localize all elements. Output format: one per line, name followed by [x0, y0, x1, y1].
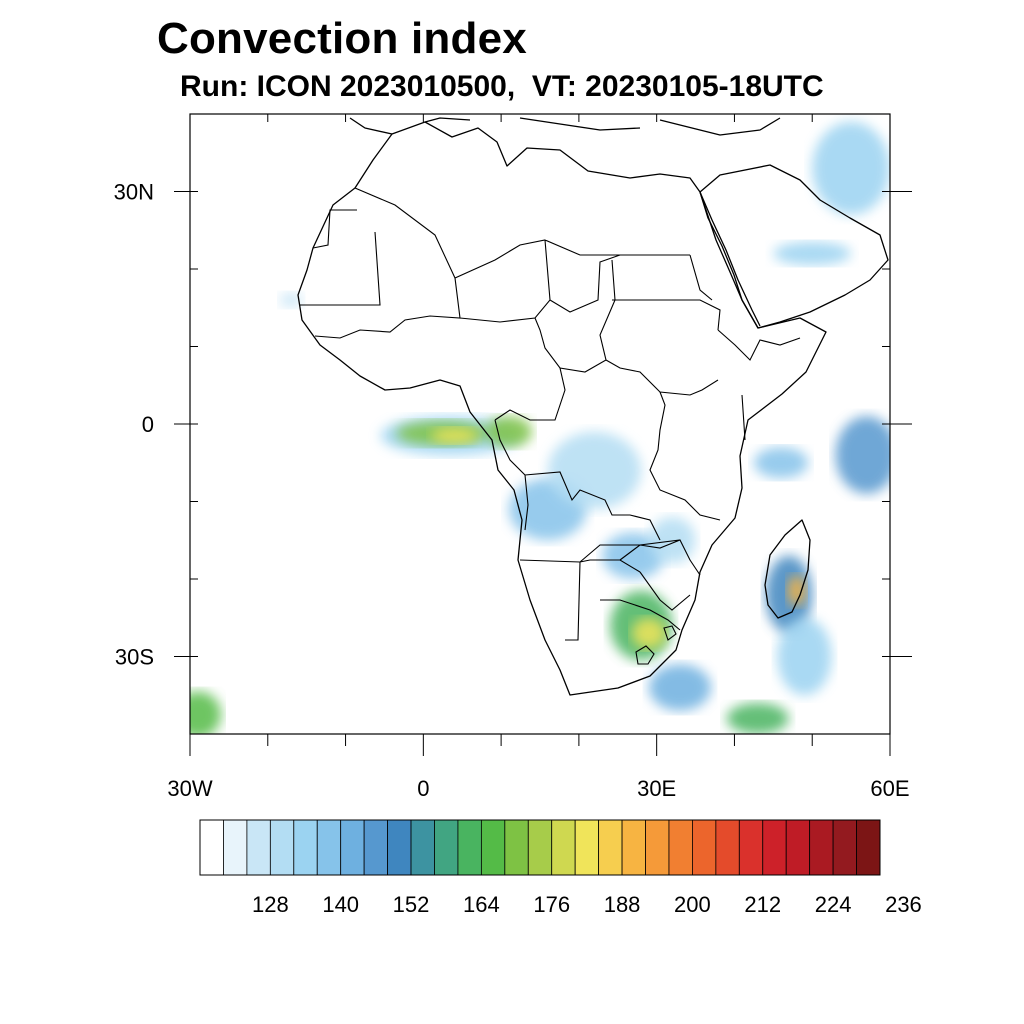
red-sea-shore — [699, 191, 761, 327]
colorbar-swatch — [199, 819, 224, 876]
convection-patch-east-madagascar — [777, 617, 832, 696]
map-background — [190, 114, 890, 734]
colorbar-swatch — [340, 819, 365, 876]
colorbar-swatch — [527, 819, 553, 876]
colorbar-swatch — [832, 819, 857, 876]
colorbar-swatch — [598, 819, 623, 876]
colorbar-label: 152 — [393, 892, 430, 917]
colorbar-swatch — [645, 819, 670, 876]
colorbar-swatch — [692, 819, 717, 876]
arabia-coastline — [699, 164, 889, 329]
colorbar-label: 236 — [885, 892, 922, 917]
colorbar-label: 200 — [674, 892, 711, 917]
colorbar-swatch — [457, 819, 482, 876]
map-area — [189, 113, 891, 735]
colorbar-frame — [199, 819, 881, 876]
eswatini-border — [663, 625, 677, 641]
colorbar: 128 140 152 164 176 188 200 212 224 236 — [199, 819, 922, 917]
convection-patch-south-africa-tail — [648, 664, 712, 711]
colorbar-swatch — [316, 819, 342, 876]
colorbar-label: 128 — [252, 892, 289, 917]
colorbar-swatch — [223, 819, 248, 876]
colorbar-swatch — [434, 819, 459, 876]
colorbar-swatch — [856, 819, 881, 876]
colorbar-swatch — [762, 819, 787, 876]
lon-label: 60E — [870, 776, 909, 801]
colorbar-swatch — [668, 819, 693, 876]
colorbar-label: 140 — [322, 892, 359, 917]
colorbar-swatch — [551, 819, 576, 876]
lon-label: 30E — [637, 776, 676, 801]
lat-label: 30N — [114, 180, 154, 205]
convection-patch-gulf-of-guinea-hot — [431, 427, 478, 444]
colorbar-label: 188 — [604, 892, 641, 917]
colorbar-swatch — [269, 819, 295, 876]
colorbar-swatch — [410, 819, 435, 876]
convection-patch-persian-gulf — [812, 121, 890, 215]
convection-field — [190, 121, 890, 734]
colorbar-label: 212 — [744, 892, 781, 917]
chart-title: Convection index — [157, 14, 527, 63]
colorbar-label: 164 — [463, 892, 500, 917]
coastlines — [297, 117, 889, 696]
colorbar-label: 176 — [533, 892, 570, 917]
convection-patch-indian-ocean-center — [753, 447, 809, 479]
country-borders — [300, 187, 801, 665]
colorbar-swatch — [363, 819, 388, 876]
colorbar-swatch — [387, 819, 412, 876]
lon-label: 30W — [167, 776, 212, 801]
lesotho-border — [635, 645, 655, 665]
colorbar-swatch — [621, 819, 646, 876]
lat-label: 30S — [115, 645, 154, 670]
africa-coastline — [297, 121, 827, 696]
madagascar-coastline — [764, 519, 811, 619]
border-lines — [300, 187, 801, 641]
colorbar-swatch — [809, 819, 834, 876]
convection-patch-arabia — [773, 241, 852, 266]
colorbar-swatch — [785, 819, 811, 876]
chart-subtitle: Run: ICON 2023010500, VT: 20230105-18UTC — [180, 70, 824, 103]
convection-patch-sahel-west — [279, 292, 303, 308]
convection-patch-drc-central — [547, 431, 642, 510]
colorbar-swatch — [480, 819, 506, 876]
colorbar-label: 224 — [815, 892, 852, 917]
colorbar-swatch — [574, 819, 600, 876]
axis-labels: 30W 0 30E 60E 30N 0 30S — [114, 180, 910, 802]
convection-patch-indian-ocean-east — [835, 416, 890, 494]
europe-coastline — [349, 117, 781, 136]
convection-patch-sw-corner — [190, 691, 222, 734]
colorbar-swatch — [738, 819, 764, 876]
lon-label: 0 — [417, 776, 429, 801]
colorbar-swatch — [293, 819, 318, 876]
convection-patch-gabon — [485, 416, 533, 448]
lat-label: 0 — [142, 412, 154, 437]
convection-patch-south-africa-core — [631, 617, 667, 649]
convection-patch-madagascar-core — [787, 575, 807, 607]
colorbar-swatch — [715, 819, 740, 876]
convection-patch-se-corner — [726, 703, 789, 734]
axis-ticks — [174, 114, 912, 756]
colorbar-swatch — [504, 819, 529, 876]
convection-patch-mozambique-channel — [648, 517, 696, 564]
colorbar-swatch — [246, 819, 271, 876]
